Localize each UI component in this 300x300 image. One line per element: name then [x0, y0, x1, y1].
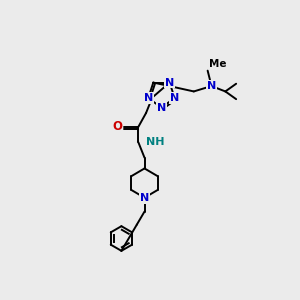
Text: O: O	[112, 120, 122, 134]
Text: Me: Me	[209, 59, 227, 69]
Text: N: N	[165, 77, 174, 88]
Text: N: N	[144, 93, 153, 103]
Text: N: N	[170, 93, 179, 103]
Text: N: N	[157, 103, 166, 112]
Text: NH: NH	[146, 137, 165, 147]
Text: N: N	[140, 193, 149, 203]
Text: N: N	[207, 81, 216, 91]
